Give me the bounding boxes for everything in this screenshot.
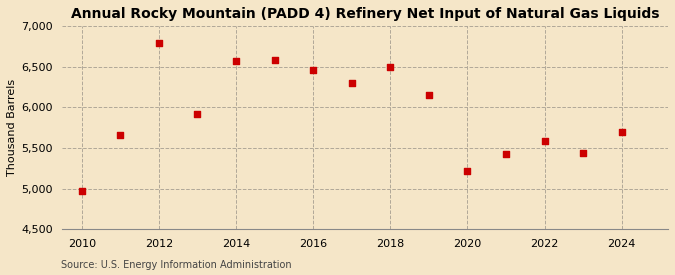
Point (462, 169, 473, 173)
Title: Annual Rocky Mountain (PADD 4) Refinery Net Input of Natural Gas Liquids: Annual Rocky Mountain (PADD 4) Refinery … (71, 7, 659, 21)
Point (231, 59, 242, 63)
Point (616, 130, 627, 134)
Point (385, 65, 396, 69)
Point (308, 68, 319, 72)
Point (578, 151, 589, 155)
Point (269, 57, 280, 62)
Point (539, 138, 550, 143)
Point (192, 112, 203, 116)
Point (346, 81, 357, 85)
Point (76, 189, 87, 193)
Y-axis label: Thousand Barrels: Thousand Barrels (7, 79, 17, 176)
Point (501, 152, 512, 157)
Text: Source: U.S. Energy Information Administration: Source: U.S. Energy Information Administ… (61, 260, 292, 270)
Point (115, 133, 126, 137)
Point (423, 93, 434, 97)
Point (153, 40, 164, 45)
